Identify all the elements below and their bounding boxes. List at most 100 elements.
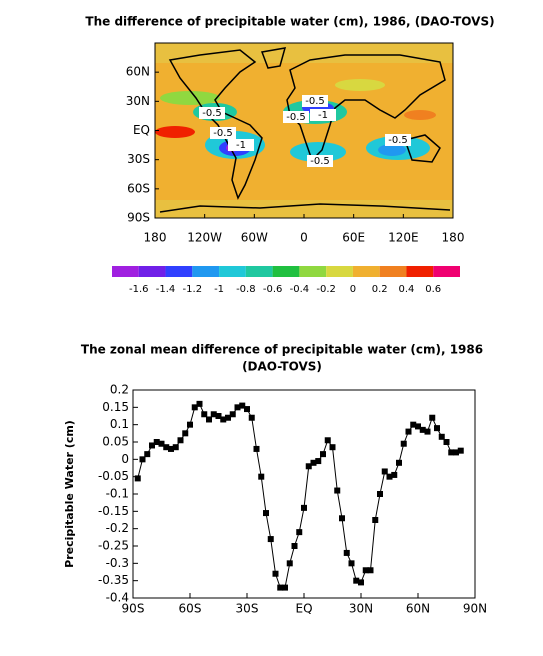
y-tick-label: 0.05 — [102, 435, 129, 449]
data-point — [263, 510, 269, 517]
data-point — [391, 471, 398, 478]
y-tick-label: 60S — [127, 181, 150, 195]
annotation-box — [310, 109, 336, 121]
colorbar-swatch — [112, 266, 139, 277]
data-point — [177, 437, 184, 444]
data-point — [324, 437, 331, 444]
data-point — [381, 468, 388, 475]
colorbar-swatch — [433, 266, 460, 277]
colorbar-tick-label: 0.6 — [425, 284, 441, 295]
y-tick-label: -0.25 — [98, 539, 129, 553]
data-point — [296, 529, 303, 536]
data-point — [419, 426, 426, 433]
data-point — [310, 459, 317, 466]
colorbar-swatch — [138, 266, 166, 277]
data-point — [144, 451, 151, 458]
data-point — [429, 414, 436, 421]
map-band — [155, 200, 453, 218]
contour-label: -0.5 — [388, 135, 408, 146]
line-subtitle: (DAO-TOVS) — [242, 360, 322, 374]
annotation-box — [228, 139, 254, 151]
y-tick-label: 0.2 — [110, 383, 129, 397]
colorbar-swatch — [406, 266, 434, 277]
x-tick-label: 30S — [236, 602, 259, 616]
data-point — [434, 425, 440, 432]
x-tick-label: 90N — [463, 602, 487, 616]
data-point — [339, 515, 345, 522]
map-title: The difference of precipitable water (cm… — [85, 15, 494, 29]
data-point — [206, 416, 212, 423]
map-blob — [404, 110, 436, 120]
y-tick-label: -0.2 — [106, 521, 129, 535]
y-tick-label: -0.4 — [106, 591, 129, 605]
colorbar-swatch — [192, 266, 220, 277]
data-point — [457, 447, 464, 454]
greenland — [260, 47, 287, 69]
data-point — [453, 449, 459, 456]
data-point — [443, 439, 450, 445]
data-point — [172, 444, 179, 451]
y-tick-label: 30N — [126, 94, 150, 108]
data-point — [377, 491, 383, 497]
contour-label: -0.5 — [305, 96, 325, 107]
data-point — [286, 560, 293, 567]
data-point — [258, 473, 265, 480]
line-title: The zonal mean difference of precipitabl… — [81, 343, 483, 357]
annotation-box — [302, 95, 328, 107]
data-point — [191, 404, 198, 411]
data-point — [134, 475, 141, 482]
data-point — [248, 414, 255, 421]
data-point — [372, 517, 379, 523]
data-point — [225, 414, 231, 421]
data-point — [229, 411, 236, 418]
data-point — [168, 445, 174, 452]
annotation-box — [199, 107, 225, 119]
y-tick-label: -0.05 — [98, 469, 129, 483]
data-point — [320, 451, 326, 458]
y-tick-label: 30S — [127, 152, 150, 166]
data-point — [215, 413, 222, 419]
contour-label: -0.5 — [213, 128, 233, 139]
data-point — [210, 411, 217, 418]
y-tick-label: -0.35 — [98, 573, 129, 587]
x-tick-label: 120E — [388, 231, 419, 245]
data-point — [353, 577, 360, 584]
data-point — [348, 560, 355, 567]
data-point — [334, 487, 341, 494]
colorbar-tick-label: -1.4 — [156, 284, 176, 295]
data-point — [405, 428, 412, 435]
data-point — [187, 421, 193, 428]
colorbar-tick-label: 0 — [350, 284, 356, 295]
data-point — [253, 445, 260, 452]
data-point — [163, 444, 170, 451]
data-point — [196, 400, 203, 407]
data-point — [329, 444, 336, 451]
colorbar-swatch — [299, 266, 327, 277]
colorbar-tick-label: 0.2 — [372, 284, 388, 295]
y-tick-label: 90S — [127, 211, 150, 225]
x-tick-label: 90S — [122, 602, 145, 616]
data-point — [358, 579, 364, 586]
data-point — [424, 428, 431, 435]
colorbar-tick-label: -1.2 — [183, 284, 203, 295]
data-point — [139, 456, 146, 463]
y-tick-label: 0.1 — [110, 417, 129, 431]
map-blob — [335, 79, 385, 91]
y-tick-label: -0.1 — [106, 487, 129, 501]
data-point — [448, 449, 455, 456]
map-blob — [378, 144, 406, 156]
y-tick-label: 0 — [121, 452, 129, 466]
colorbar-tick-label: -0.2 — [316, 284, 336, 295]
x-tick-label: 180 — [144, 231, 167, 245]
y-tick-label: 0.15 — [102, 400, 129, 414]
contour-label: -0.5 — [202, 108, 222, 119]
data-point — [201, 411, 208, 418]
data-point — [267, 536, 274, 543]
australia — [404, 134, 441, 163]
annotation-box — [210, 127, 236, 139]
y-tick-label: -0.15 — [98, 504, 129, 518]
data-point — [282, 584, 288, 591]
annotation-box — [283, 111, 309, 123]
data-point — [239, 402, 246, 409]
y-tick-label: EQ — [133, 123, 150, 137]
